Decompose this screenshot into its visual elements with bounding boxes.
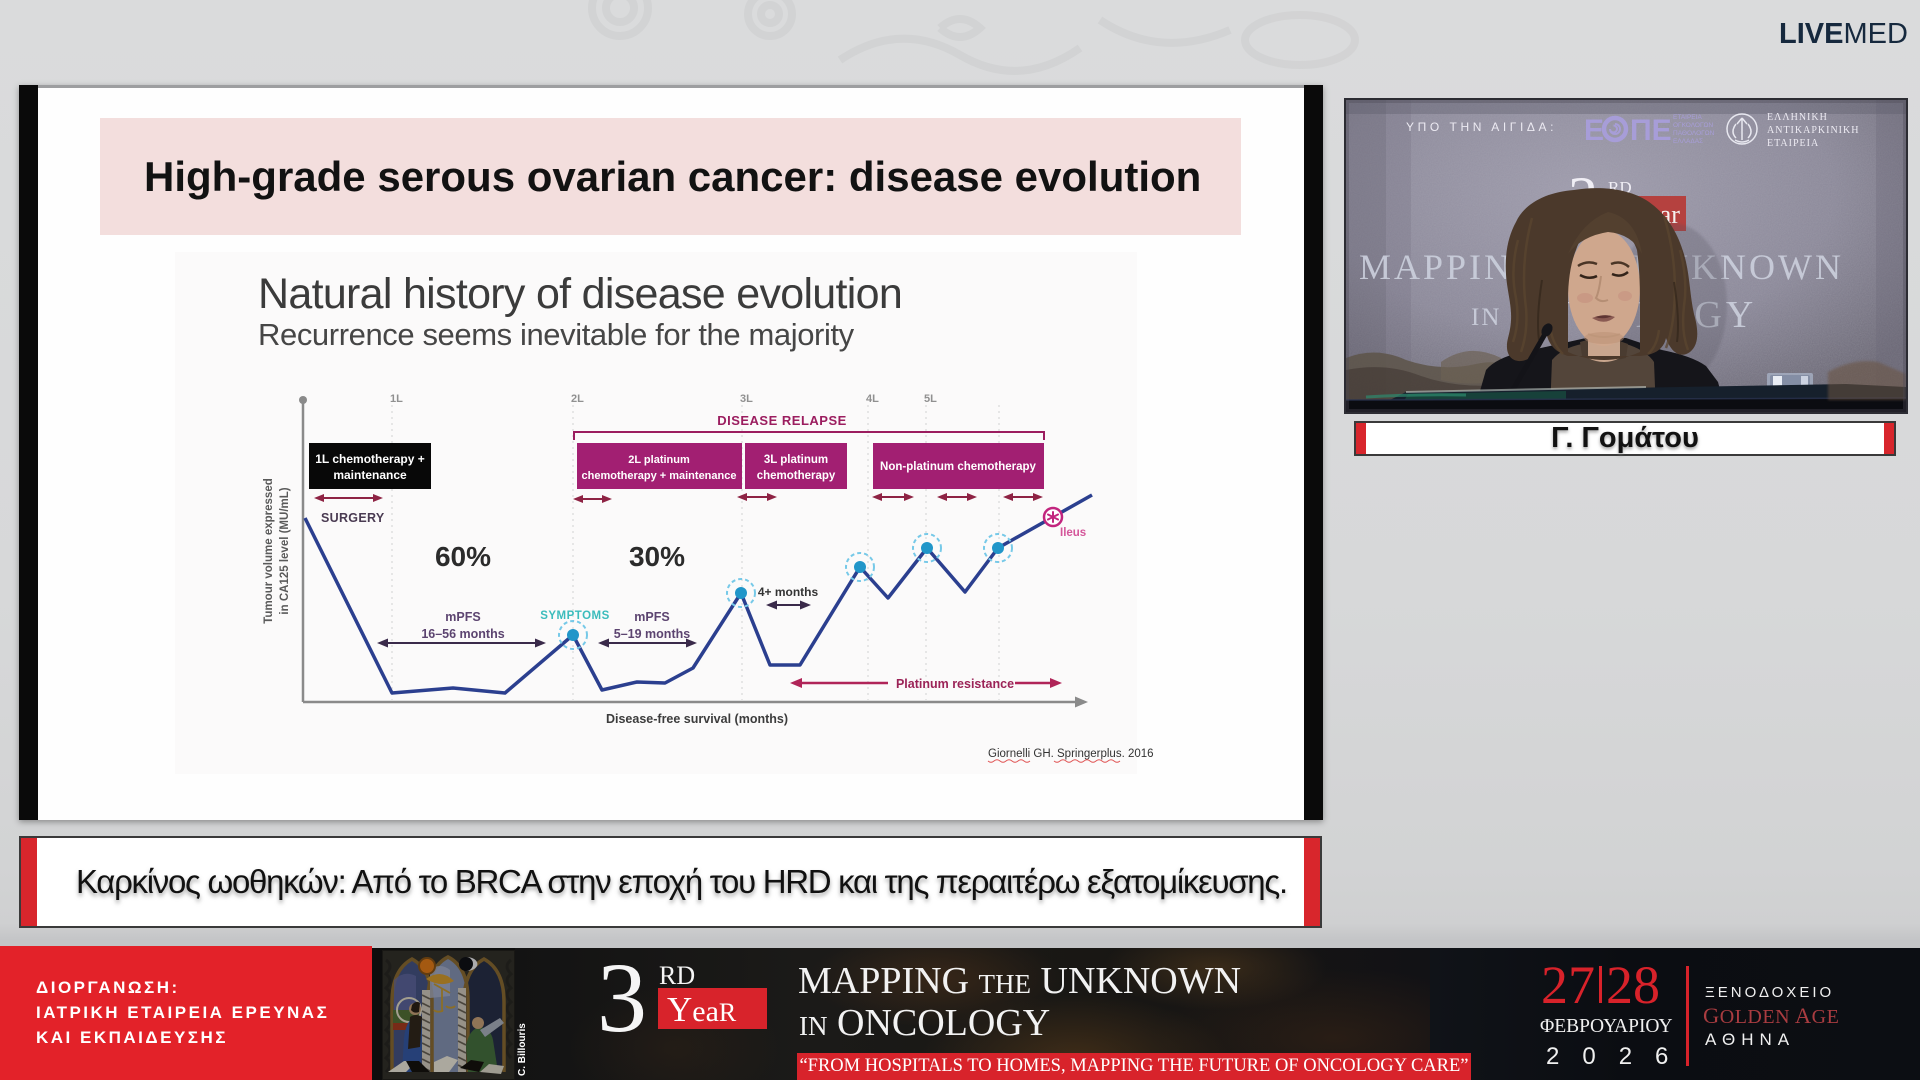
svg-text:ΠΕ: ΠΕ [1630, 114, 1672, 147]
svg-text:16–56 months: 16–56 months [421, 627, 504, 641]
svg-text:5L: 5L [924, 393, 937, 405]
svg-text:30%: 30% [629, 541, 685, 572]
svg-text:5–19 months: 5–19 months [614, 627, 690, 641]
svg-text:1L: 1L [390, 393, 403, 405]
svg-text:Ε: Ε [1584, 114, 1604, 147]
svg-text:Ileus: Ileus [1060, 527, 1086, 539]
svg-text:Recurrence seems inevitable fo: Recurrence seems inevitable for the majo… [258, 317, 855, 352]
svg-text:Natural history of disease evo: Natural history of disease evolution [258, 270, 902, 318]
svg-text:1L chemotherapy +: 1L chemotherapy + [315, 452, 425, 466]
svg-text:2L: 2L [571, 393, 584, 405]
svg-text:Giornelli GH. Springerplus. 20: Giornelli GH. Springerplus. 2016 [988, 748, 1154, 760]
svg-text:DISEASE RELAPSE: DISEASE RELAPSE [717, 413, 847, 428]
svg-text:in CA125 level (MU/mL): in CA125 level (MU/mL) [279, 487, 291, 614]
svg-text:Tumour volume expressed: Tumour volume expressed [263, 478, 275, 624]
svg-text:SURGERY: SURGERY [321, 511, 385, 525]
svg-text:ΠΑΘΟΛΟΓΩΝ: ΠΑΘΟΛΟΓΩΝ [1673, 130, 1715, 137]
svg-text:mPFS: mPFS [445, 610, 480, 624]
svg-text:ΕΛΛΗΝΙΚΗ: ΕΛΛΗΝΙΚΗ [1767, 112, 1828, 123]
svg-text:4+ months: 4+ months [758, 585, 819, 599]
svg-text:3L platinum: 3L platinum [764, 454, 828, 466]
svg-text:4L: 4L [866, 393, 879, 405]
svg-text:ΕΛΛΑΔΑΣ: ΕΛΛΑΔΑΣ [1673, 138, 1703, 145]
svg-text:mPFS: mPFS [634, 610, 669, 624]
svg-text:chemotherapy: chemotherapy [757, 470, 836, 482]
svg-text:ΕΤΑΙΡΕΙΑ: ΕΤΑΙΡΕΙΑ [1673, 114, 1702, 121]
svg-text:IN: IN [1471, 304, 1501, 331]
svg-text:Non-platinum chemotherapy: Non-platinum chemotherapy [880, 461, 1037, 473]
svg-text:ΑΝΤΙΚΑΡΚΙΝΙΚΗ: ΑΝΤΙΚΑΡΚΙΝΙΚΗ [1767, 125, 1859, 136]
svg-text:ΟΓΚΟΛΟΓΩΝ: ΟΓΚΟΛΟΓΩΝ [1673, 122, 1713, 129]
svg-text:chemotherapy + maintenance: chemotherapy + maintenance [582, 470, 737, 482]
svg-text:maintenance: maintenance [333, 468, 407, 482]
svg-text:ΥΠΟ ΤΗΝ ΑΙΓΙΔΑ:: ΥΠΟ ΤΗΝ ΑΙΓΙΔΑ: [1406, 120, 1557, 134]
svg-text:SYMPTOMS: SYMPTOMS [540, 610, 610, 622]
svg-text:Disease-free survival (months): Disease-free survival (months) [606, 712, 788, 726]
svg-text:ΕΤΑΙΡΕΙΑ: ΕΤΑΙΡΕΙΑ [1767, 138, 1819, 149]
svg-text:Platinum resistance: Platinum resistance [896, 677, 1014, 691]
svg-text:60%: 60% [435, 541, 491, 572]
svg-text:2L platinum: 2L platinum [628, 454, 690, 466]
svg-text:3L: 3L [740, 393, 753, 405]
